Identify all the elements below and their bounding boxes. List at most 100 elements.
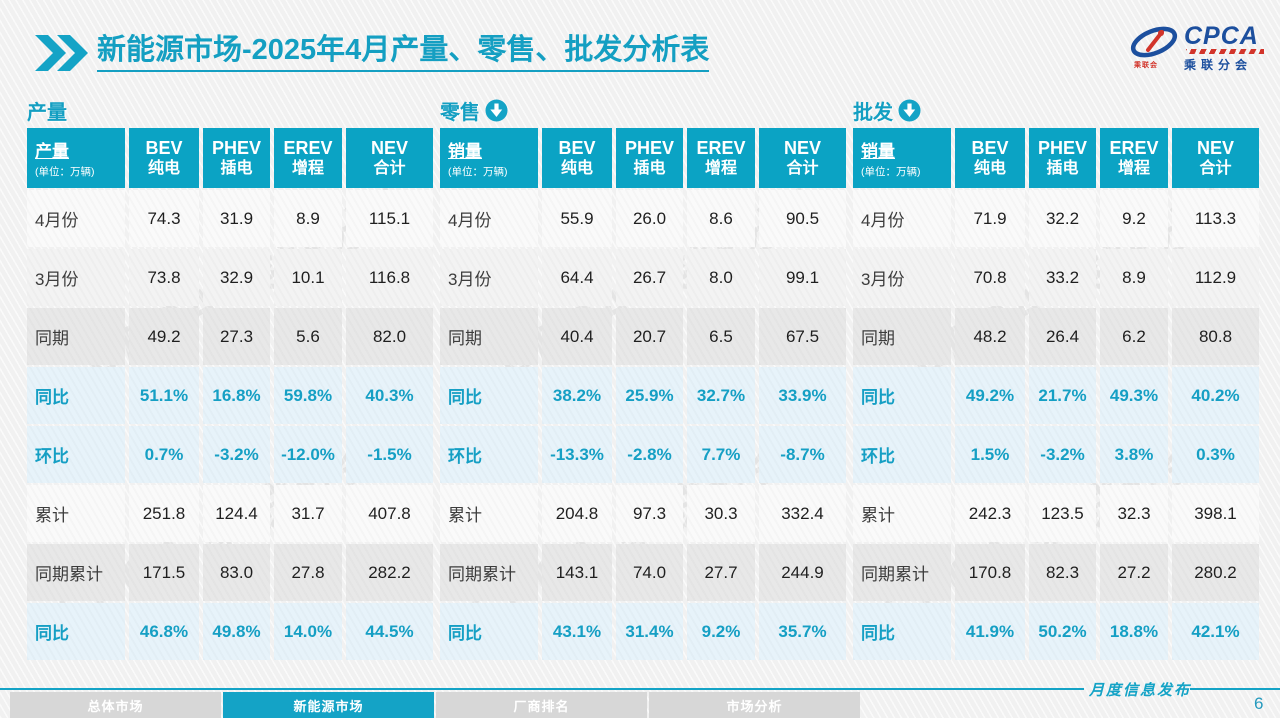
row-label: 同期累计	[440, 544, 538, 601]
value-cell: 9.2%	[687, 603, 755, 660]
footer-line-left	[0, 688, 1084, 690]
value-cell: 50.2%	[1029, 603, 1096, 660]
value-cell: 5.6	[274, 308, 342, 365]
column-header: EREV 增程	[687, 128, 755, 188]
value-cell: 80.8	[1172, 308, 1259, 365]
data-table-wholesale: 销量 (单位：万辆) BEV 纯电 PHEV 插电 EREV 增程 NEV 合计 4月份 71.9 32…	[853, 128, 1259, 660]
column-header-line2: 增程	[291, 160, 324, 177]
value-cell: 115.1	[346, 190, 433, 247]
row-label: 同比	[440, 603, 538, 660]
column-header-line1: BEV	[971, 138, 1009, 158]
footer-line-right	[1190, 688, 1280, 690]
value-cell: 74.0	[616, 544, 683, 601]
value-cell: 14.0%	[274, 603, 342, 660]
down-arrow-icon	[898, 99, 921, 121]
data-table-production: 产量 (单位：万辆) BEV 纯电 PHEV 插电 EREV 增程 NEV 合计 4月份 74.3 31…	[27, 128, 433, 660]
table-corner-cell: 销量 (单位：万辆)	[853, 128, 951, 188]
column-header: EREV 增程	[274, 128, 342, 188]
tab-厂商排名[interactable]: 厂商排名	[436, 692, 647, 718]
value-cell: -1.5%	[346, 426, 433, 483]
value-cell: 31.9	[203, 190, 270, 247]
column-header-line1: PHEV	[1037, 138, 1088, 158]
section-retail-header: 零售	[440, 96, 846, 124]
bottom-tab-bar: 总体市场 新能源市场 厂商排名 市场分析	[10, 692, 860, 718]
cpca-logo-name: CPCA	[1184, 22, 1259, 50]
corner-unit: (单位：万辆)	[35, 166, 95, 178]
value-cell: 43.1%	[542, 603, 612, 660]
cpca-logo-subtitle: 乘联分会	[1184, 58, 1253, 72]
tab-新能源市场[interactable]: 新能源市场	[223, 692, 434, 718]
value-cell: 90.5	[759, 190, 846, 247]
down-arrow-icon	[485, 99, 508, 121]
value-cell: 116.8	[346, 249, 433, 306]
value-cell: 242.3	[955, 485, 1025, 542]
value-cell: 124.4	[203, 485, 270, 542]
value-cell: 6.5	[687, 308, 755, 365]
value-cell: 49.2	[129, 308, 199, 365]
value-cell: 48.2	[955, 308, 1025, 365]
value-cell: 49.2%	[955, 367, 1025, 424]
tab-市场分析[interactable]: 市场分析	[649, 692, 860, 718]
value-cell: 64.4	[542, 249, 612, 306]
value-cell: 8.6	[687, 190, 755, 247]
row-label: 环比	[27, 426, 125, 483]
row-label: 累计	[440, 485, 538, 542]
cpca-logo-stripes	[1186, 49, 1264, 54]
value-cell: 6.2	[1100, 308, 1168, 365]
row-label: 3月份	[27, 249, 125, 306]
value-cell: 123.5	[1029, 485, 1096, 542]
value-cell: 40.3%	[346, 367, 433, 424]
value-cell: 204.8	[542, 485, 612, 542]
column-header-line2: 合计	[786, 160, 819, 177]
data-table-retail: 销量 (单位：万辆) BEV 纯电 PHEV 插电 EREV 增程 NEV 合计 4月份 55.9 26…	[440, 128, 846, 660]
value-cell: 143.1	[542, 544, 612, 601]
column-header: PHEV 插电	[203, 128, 270, 188]
row-label: 累计	[853, 485, 951, 542]
value-cell: 46.8%	[129, 603, 199, 660]
column-header: PHEV 插电	[616, 128, 683, 188]
corner-label: 销量	[448, 142, 482, 161]
column-header-line2: 增程	[704, 160, 737, 177]
section-wholesale-header: 批发	[853, 96, 1259, 124]
value-cell: 40.4	[542, 308, 612, 365]
corner-label: 销量	[861, 142, 895, 161]
column-header: PHEV 插电	[1029, 128, 1096, 188]
section-retail: 零售 销量 (单位：万辆) BEV 纯电 PHEV 插电 EREV 增程 NEV 合计 4月份 55.9…	[440, 96, 846, 660]
value-cell: 9.2	[1100, 190, 1168, 247]
value-cell: 38.2%	[542, 367, 612, 424]
column-header: BEV 纯电	[542, 128, 612, 188]
value-cell: -12.0%	[274, 426, 342, 483]
column-header-line1: PHEV	[624, 138, 675, 158]
value-cell: 26.7	[616, 249, 683, 306]
value-cell: 8.0	[687, 249, 755, 306]
double-chevron-icon	[35, 35, 88, 71]
value-cell: -3.2%	[1029, 426, 1096, 483]
cpca-logo-seal: 乘联会	[1134, 62, 1158, 69]
page-title-rest: -2025年4月产量、零售、批发分析表	[242, 34, 710, 66]
column-header: BEV 纯电	[955, 128, 1025, 188]
value-cell: 25.9%	[616, 367, 683, 424]
column-header-line2: 插电	[220, 160, 253, 177]
value-cell: 33.9%	[759, 367, 846, 424]
value-cell: 332.4	[759, 485, 846, 542]
row-label: 同期	[27, 308, 125, 365]
column-header-line2: 纯电	[560, 160, 593, 177]
row-label: 同期累计	[27, 544, 125, 601]
tab-总体市场[interactable]: 总体市场	[10, 692, 221, 718]
column-header-line1: PHEV	[211, 138, 262, 158]
value-cell: 51.1%	[129, 367, 199, 424]
value-cell: 8.9	[274, 190, 342, 247]
value-cell: 74.3	[129, 190, 199, 247]
cpca-logo: 乘联会 CPCA 乘联分会	[1128, 24, 1264, 73]
value-cell: 280.2	[1172, 544, 1259, 601]
value-cell: 282.2	[346, 544, 433, 601]
value-cell: 83.0	[203, 544, 270, 601]
row-label: 环比	[440, 426, 538, 483]
value-cell: 21.7%	[1029, 367, 1096, 424]
value-cell: 398.1	[1172, 485, 1259, 542]
value-cell: 27.7	[687, 544, 755, 601]
value-cell: 59.8%	[274, 367, 342, 424]
column-header-line1: NEV	[370, 138, 408, 158]
value-cell: 171.5	[129, 544, 199, 601]
